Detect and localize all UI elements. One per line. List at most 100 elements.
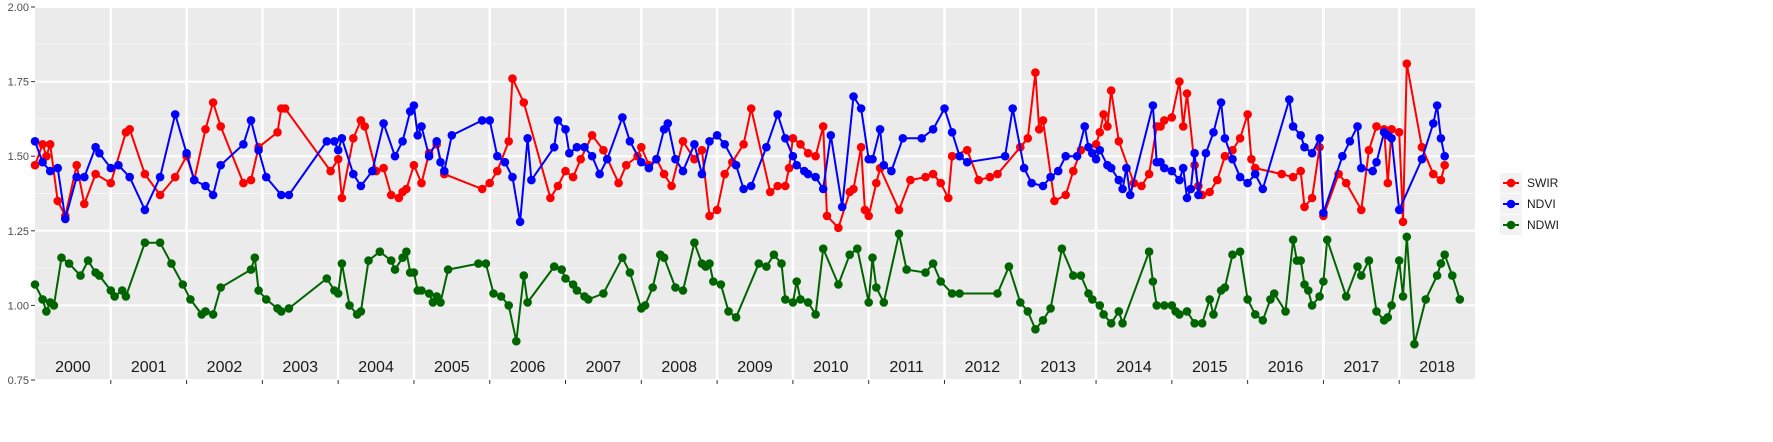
data-point	[875, 125, 885, 134]
data-point	[500, 157, 510, 167]
data-point	[1247, 154, 1256, 164]
data-point	[1148, 101, 1158, 110]
data-point	[796, 140, 805, 149]
data-point	[1023, 307, 1033, 316]
data-point	[565, 148, 574, 158]
series-ndwi	[30, 229, 1465, 349]
data-point	[432, 137, 442, 146]
data-point	[489, 289, 498, 298]
data-point	[1160, 301, 1169, 310]
data-point	[125, 172, 134, 182]
data-point	[709, 277, 718, 286]
year-label: 2003	[282, 359, 318, 376]
x-axis	[110, 380, 1400, 384]
data-point	[788, 298, 798, 307]
data-point	[512, 336, 521, 346]
data-point	[30, 280, 40, 289]
data-point	[1175, 77, 1184, 86]
data-point	[409, 268, 419, 277]
data-point	[955, 289, 964, 298]
data-point	[178, 280, 188, 289]
data-point	[515, 217, 525, 227]
data-point	[409, 160, 419, 170]
data-point	[678, 166, 688, 176]
data-point	[1277, 169, 1286, 179]
data-point	[1148, 277, 1158, 286]
data-point	[1182, 89, 1192, 98]
series-line	[34, 93, 1446, 222]
data-point	[1243, 178, 1252, 188]
data-point	[1046, 304, 1055, 313]
year-label: 2001	[131, 359, 167, 376]
data-point	[386, 190, 396, 200]
data-point	[853, 244, 862, 253]
data-point	[1368, 166, 1377, 176]
data-point	[1034, 125, 1044, 134]
data-point	[1269, 289, 1279, 298]
data-point	[1398, 292, 1408, 301]
data-point	[845, 250, 854, 259]
data-point	[1228, 154, 1237, 164]
data-point	[712, 205, 722, 215]
data-point	[155, 238, 165, 247]
data-point	[38, 157, 47, 167]
data-point	[95, 148, 104, 158]
data-point	[549, 142, 559, 152]
data-point	[1341, 178, 1351, 188]
data-point	[974, 175, 983, 185]
data-point	[947, 289, 957, 298]
data-point	[856, 104, 866, 113]
data-point	[1182, 307, 1192, 316]
data-point	[424, 151, 434, 161]
data-point	[720, 169, 729, 179]
data-point	[1190, 148, 1199, 158]
data-point	[322, 137, 332, 146]
data-point	[208, 98, 218, 107]
data-point	[1137, 181, 1146, 191]
data-point	[38, 295, 47, 304]
data-point	[557, 265, 566, 274]
data-point	[1281, 307, 1290, 316]
data-point	[546, 193, 555, 203]
data-point	[746, 104, 756, 113]
data-point	[906, 175, 915, 185]
data-point	[1027, 178, 1036, 188]
data-point	[250, 253, 260, 262]
data-point	[894, 229, 904, 239]
data-point	[1061, 151, 1070, 161]
data-point	[803, 298, 813, 307]
data-point	[1243, 110, 1252, 119]
data-point	[1357, 271, 1366, 280]
data-point	[587, 131, 597, 140]
data-point	[1106, 319, 1116, 328]
data-point	[167, 259, 176, 268]
data-point	[690, 140, 699, 149]
data-point	[781, 134, 790, 143]
data-point	[1372, 122, 1381, 131]
data-point	[1300, 142, 1309, 152]
year-label: 2015	[1192, 359, 1228, 376]
data-point	[349, 134, 358, 143]
data-point	[993, 169, 1002, 179]
data-point	[519, 98, 529, 107]
data-point	[690, 154, 699, 164]
data-point	[1050, 196, 1059, 206]
data-point	[333, 154, 343, 164]
data-point	[568, 172, 578, 182]
data-point	[765, 187, 775, 197]
data-point	[379, 119, 388, 128]
data-point	[72, 160, 81, 170]
data-point	[1118, 184, 1127, 194]
data-point	[1307, 301, 1317, 310]
data-point	[409, 101, 419, 110]
data-point	[1069, 271, 1078, 280]
data-point	[1038, 116, 1048, 125]
data-point	[936, 178, 945, 188]
data-point	[1201, 148, 1211, 158]
data-point	[1436, 175, 1446, 185]
data-point	[330, 137, 339, 146]
data-point	[1398, 217, 1408, 227]
data-point	[1103, 122, 1112, 131]
data-point	[705, 259, 714, 268]
